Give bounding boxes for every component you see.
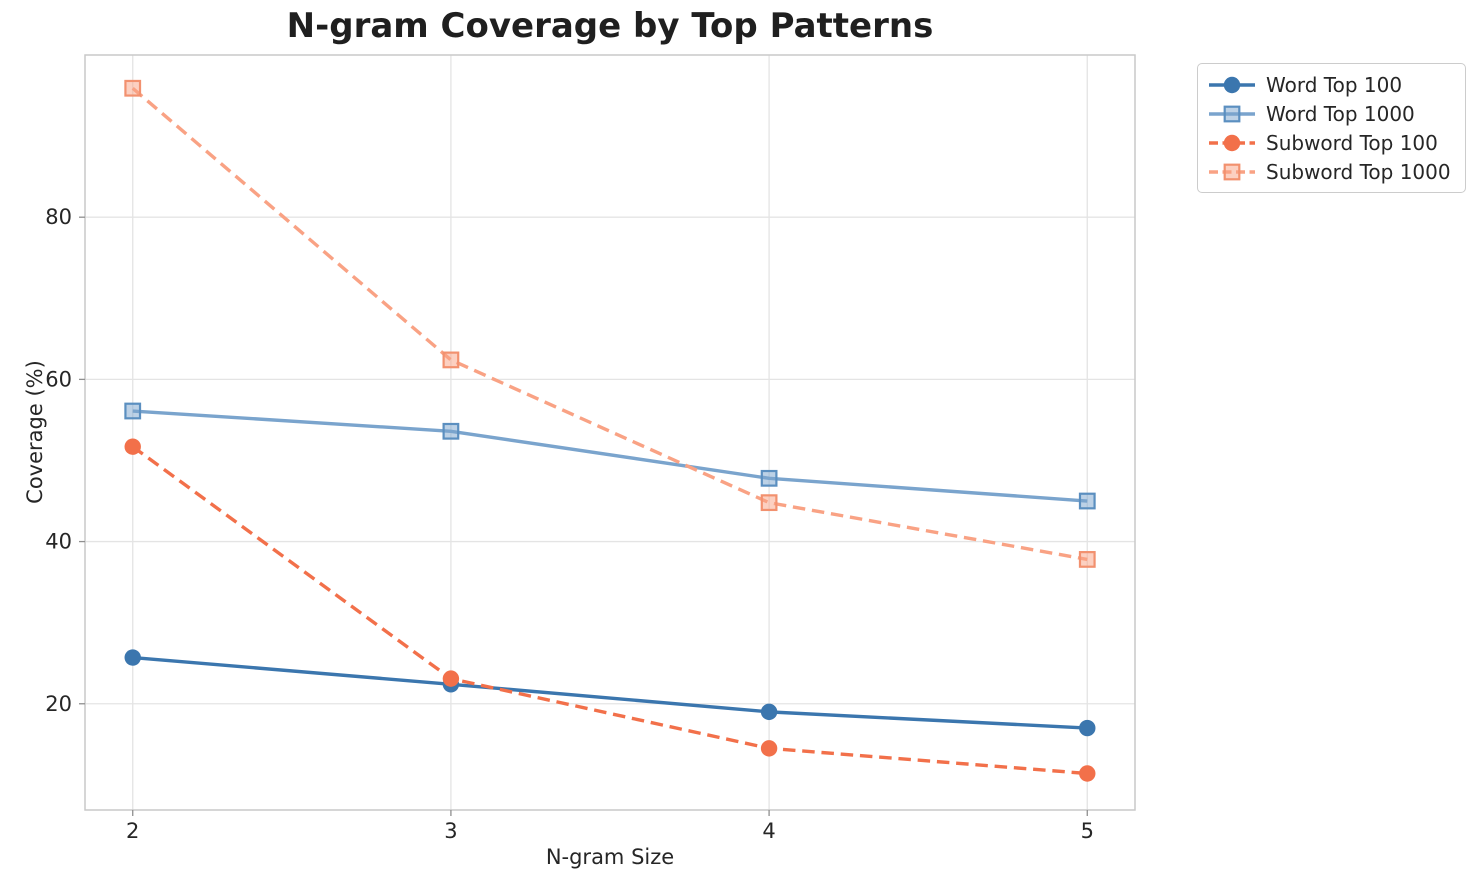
data-point-square	[760, 469, 778, 487]
data-point-square	[124, 79, 142, 97]
x-tick-label: 2	[126, 819, 139, 843]
legend-sample-square-icon	[1209, 163, 1255, 180]
data-point-square	[1078, 551, 1096, 568]
data-point-circle	[760, 703, 778, 721]
data-point-circle	[124, 438, 141, 455]
legend-item: Word Top 1000	[1208, 99, 1451, 128]
legend-sample-circle-icon	[1209, 76, 1255, 93]
y-tick-label: 40	[45, 530, 72, 554]
legend-item: Word Top 100	[1208, 70, 1451, 99]
plot-area	[85, 55, 1135, 810]
series-line-word-top-1000	[132, 409, 1088, 503]
legend-label: Subword Top 1000	[1266, 159, 1451, 184]
legend-sample-circle-icon	[1209, 134, 1255, 151]
data-point-circle	[760, 740, 778, 757]
y-tick-label: 20	[45, 692, 72, 716]
data-point-circle	[124, 649, 141, 666]
series-line-subword-top-100	[131, 445, 1088, 776]
legend-item: Subword Top 100	[1208, 128, 1451, 157]
legend-label: Word Top 1000	[1266, 101, 1415, 126]
x-axis-label: N-gram Size	[545, 845, 675, 869]
series-line-word-top-100	[132, 655, 1088, 730]
chart-title: N-gram Coverage by Top Patterns	[286, 6, 934, 46]
x-tick-label: 5	[1081, 819, 1094, 843]
series-line-subword-top-1000	[131, 86, 1088, 562]
data-point-square	[442, 351, 460, 369]
data-point-square	[124, 402, 142, 420]
legend: Word Top 100 Word Top 1000 Subword Top 100…	[1197, 63, 1466, 193]
data-point-circle	[442, 670, 460, 687]
legend-label: Subword Top 100	[1266, 130, 1438, 155]
data-point-square	[760, 494, 778, 512]
legend-label: Word Top 100	[1266, 72, 1403, 97]
data-point-circle	[1079, 719, 1096, 737]
data-point-circle	[1079, 765, 1096, 782]
data-point-square	[1078, 492, 1096, 510]
y-tick-label: 60	[45, 367, 72, 391]
data-point-square	[442, 422, 460, 440]
y-axis-label: Coverage (%)	[23, 360, 47, 504]
legend-item: Subword Top 1000	[1208, 157, 1451, 186]
axes-spines	[84, 54, 1136, 811]
x-tick-label: 3	[444, 819, 457, 843]
legend-sample-square-icon	[1209, 105, 1255, 122]
x-tick-label: 4	[762, 819, 775, 843]
y-tick-label: 80	[45, 205, 72, 229]
